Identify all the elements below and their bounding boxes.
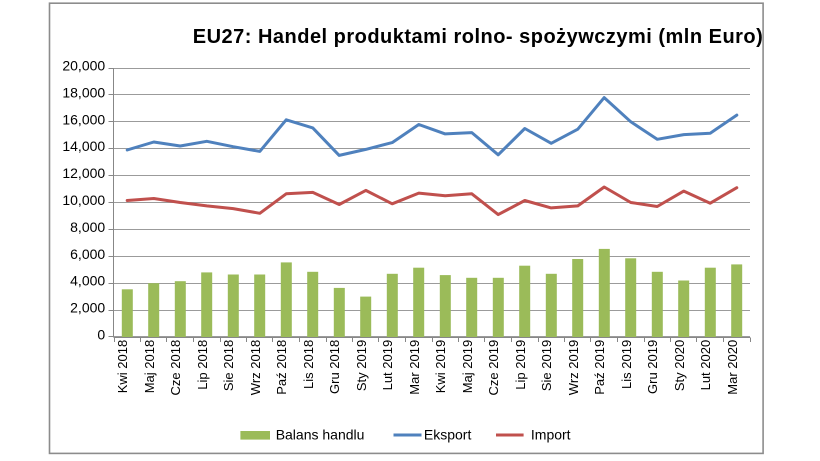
svg-text:Balans handlu: Balans handlu: [276, 427, 365, 443]
svg-text:Lip 2018: Lip 2018: [195, 340, 210, 390]
svg-text:Sty 2020: Sty 2020: [672, 340, 687, 391]
svg-text:Lis 2018: Lis 2018: [301, 340, 316, 389]
svg-text:Sie 2019: Sie 2019: [539, 340, 554, 391]
svg-text:8,000: 8,000: [70, 219, 105, 235]
svg-text:Cze 2019: Cze 2019: [486, 340, 501, 396]
svg-text:2,000: 2,000: [70, 300, 105, 316]
svg-text:Cze 2018: Cze 2018: [168, 340, 183, 396]
svg-text:0: 0: [97, 327, 105, 343]
svg-text:Wrz 2019: Wrz 2019: [566, 340, 581, 395]
svg-text:Kwi 2019: Kwi 2019: [433, 340, 448, 393]
svg-text:Lip 2019: Lip 2019: [513, 340, 528, 390]
svg-text:Import: Import: [531, 427, 571, 443]
svg-text:Gru 2019: Gru 2019: [645, 340, 660, 394]
svg-text:Mar 2019: Mar 2019: [407, 340, 422, 395]
svg-text:18,000: 18,000: [62, 84, 105, 100]
svg-text:Lis 2019: Lis 2019: [619, 340, 634, 389]
svg-text:Eksport: Eksport: [424, 427, 472, 443]
svg-text:EU27: Handel produktami rolno-: EU27: Handel produktami rolno- spożywczy…: [193, 26, 763, 48]
svg-text:Maj 2018: Maj 2018: [142, 340, 157, 393]
svg-text:6,000: 6,000: [70, 246, 105, 262]
svg-text:Lut 2020: Lut 2020: [698, 340, 713, 391]
svg-text:10,000: 10,000: [62, 192, 105, 208]
svg-text:14,000: 14,000: [62, 138, 105, 154]
svg-text:Paź 2018: Paź 2018: [274, 340, 289, 395]
svg-text:Sie 2018: Sie 2018: [221, 340, 236, 391]
svg-text:Kwi 2018: Kwi 2018: [115, 340, 130, 393]
svg-text:Gru 2018: Gru 2018: [327, 340, 342, 394]
svg-text:Mar 2020: Mar 2020: [725, 340, 740, 395]
svg-text:4,000: 4,000: [70, 273, 105, 289]
svg-text:Lut 2019: Lut 2019: [380, 340, 395, 391]
svg-text:Sty 2019: Sty 2019: [354, 340, 369, 391]
svg-text:Paź 2019: Paź 2019: [592, 340, 607, 395]
svg-text:12,000: 12,000: [62, 165, 105, 181]
svg-text:16,000: 16,000: [62, 111, 105, 127]
svg-text:Maj 2019: Maj 2019: [460, 340, 475, 393]
svg-text:Wrz 2018: Wrz 2018: [248, 340, 263, 395]
svg-text:20,000: 20,000: [62, 58, 105, 74]
